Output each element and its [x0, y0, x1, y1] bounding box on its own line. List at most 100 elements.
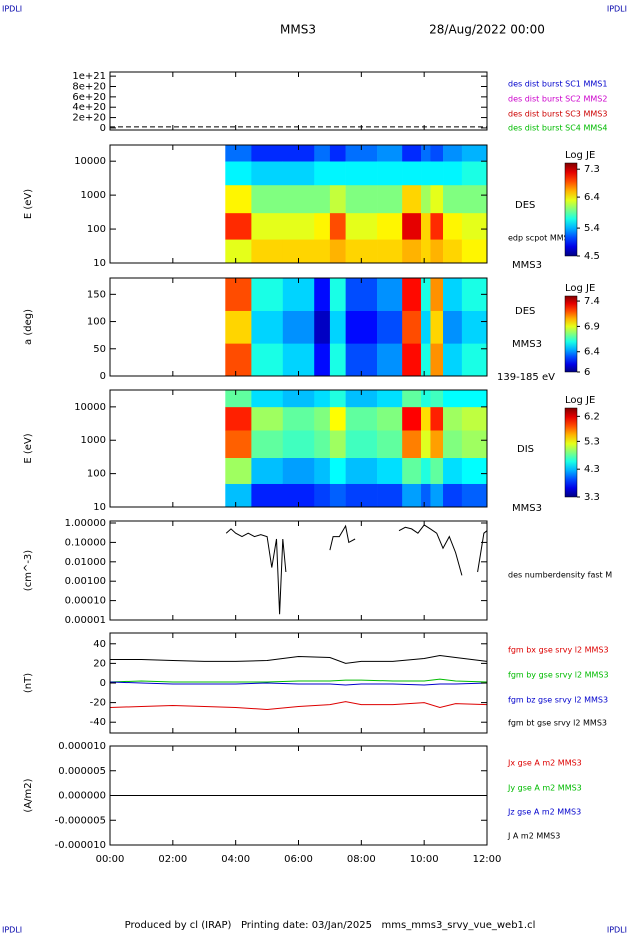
colorbar-tick-label: 4.5 [584, 251, 600, 262]
annotation: MMS3 [512, 260, 542, 271]
spectrogram-cell [421, 212, 431, 240]
y-tick-label: 6e+20 [72, 92, 106, 103]
series-line [225, 524, 488, 615]
series-line [109, 678, 488, 683]
spectrogram-cell [329, 343, 346, 377]
colorbar-tick-label: 4.3 [584, 464, 600, 475]
spectrogram-cell [225, 483, 252, 508]
y-axis-label: E (eV) [23, 433, 34, 463]
spectrogram-cell [402, 483, 422, 508]
annotation: MMS3 [512, 339, 542, 350]
corner-mark: IPDLI [2, 5, 22, 14]
spectrogram-cell [377, 239, 403, 264]
spectrogram-cell [430, 483, 444, 508]
colorbar [564, 407, 578, 498]
spectrogram-cell [402, 310, 422, 344]
figure-title: MMS3 [280, 23, 316, 37]
y-tick-label: 0.000000 [58, 791, 106, 802]
x-tick-label: 02:00 [158, 854, 187, 865]
spectrogram-cell [282, 343, 315, 377]
colorbar [564, 162, 578, 257]
spectrogram-cell [282, 184, 315, 214]
spectrogram-cell [421, 278, 431, 311]
spectrogram-cell [251, 483, 284, 508]
spectrogram-cell [402, 184, 422, 214]
spectrogram-cell [421, 343, 431, 377]
spectrogram-cell [461, 430, 488, 458]
spectrogram-cell [225, 184, 252, 214]
y-tick-label: 0.00001 [65, 615, 106, 626]
spectrogram-cell [461, 390, 488, 408]
y-tick-label: 4e+20 [72, 102, 106, 113]
spectrogram-cell [282, 406, 315, 431]
spectrogram-cell [421, 483, 431, 508]
y-tick-label: 0.000005 [58, 766, 106, 777]
colorbar-tick-label: 6 [584, 367, 590, 378]
annotation: DES [515, 306, 535, 317]
spectrogram-cell [402, 457, 422, 484]
spectrogram-cell [282, 212, 315, 240]
spectrogram-cell [421, 145, 431, 162]
y-tick-label: 10 [93, 502, 106, 513]
spectrogram-cell [314, 390, 331, 408]
annotation: 139-185 eV [497, 372, 555, 383]
spectrogram-cell [314, 212, 331, 240]
spectrogram-cell [421, 161, 431, 186]
spectrogram-cell [377, 430, 403, 458]
spectrogram-cell [225, 145, 252, 162]
spectrogram-cell [430, 161, 444, 186]
spectrogram-cell [377, 483, 403, 508]
spectrogram-cell [314, 184, 331, 214]
spectrogram-cell [251, 457, 284, 484]
spectrogram-cell [225, 278, 252, 311]
spectrogram-cell [461, 161, 488, 186]
y-tick-label: -20 [90, 698, 106, 709]
spectrogram-cell [377, 406, 403, 431]
spectrogram-cell [251, 430, 284, 458]
spectrogram-cell [225, 310, 252, 344]
x-tick-label: 12:00 [473, 854, 502, 865]
colorbar-tick-label: 6.4 [584, 192, 600, 203]
spectrogram-cell [443, 457, 463, 484]
spectrogram-cell [251, 406, 284, 431]
spectrogram-cell [377, 184, 403, 214]
spectrogram-cell [314, 239, 331, 264]
colorbar-tick-label: 5.4 [584, 223, 600, 234]
spectrogram-cell [329, 390, 346, 408]
spectrogram-cell [421, 406, 431, 431]
spectrogram-cell [430, 343, 444, 377]
corner-mark: IPDLI [607, 5, 627, 14]
spectrogram-cell [430, 145, 444, 162]
spectrogram-cell [314, 483, 331, 508]
legend-entry: des dist burst SC2 MMS2 [508, 95, 607, 104]
panel-frame [109, 520, 488, 621]
spectrogram-cell [251, 145, 284, 162]
colorbar-tick-label: 6.2 [584, 411, 600, 422]
spectrogram-cell [251, 343, 284, 377]
annotation: DIS [517, 444, 534, 455]
spectrogram-cell [345, 212, 378, 240]
spectrogram-cell [421, 310, 431, 344]
legend-entry: des dist burst SC1 MMS1 [508, 80, 607, 89]
legend-entry: J A m2 MMS3 [507, 832, 560, 841]
spectrogram-cell [282, 483, 315, 508]
spectrogram-cell [377, 457, 403, 484]
spectrogram-cell [329, 278, 346, 311]
spectrogram-cell [430, 457, 444, 484]
spectrogram-cell [402, 212, 422, 240]
spectrogram-cell [314, 310, 331, 344]
spectrogram-cell [443, 239, 463, 264]
colorbar [564, 295, 578, 373]
spectrogram-cell [345, 343, 378, 377]
spectrogram-cell [443, 390, 463, 408]
spectrogram-cell [421, 184, 431, 214]
spectrogram-cell [314, 406, 331, 431]
spectrogram-cell [282, 390, 315, 408]
spectrogram-cell [430, 278, 444, 311]
annotation: MMS3 [512, 503, 542, 514]
y-axis-label: (nT) [23, 673, 34, 693]
x-tick-label: 06:00 [284, 854, 313, 865]
spectrogram-cell [282, 278, 315, 311]
spectrogram-cell [402, 406, 422, 431]
